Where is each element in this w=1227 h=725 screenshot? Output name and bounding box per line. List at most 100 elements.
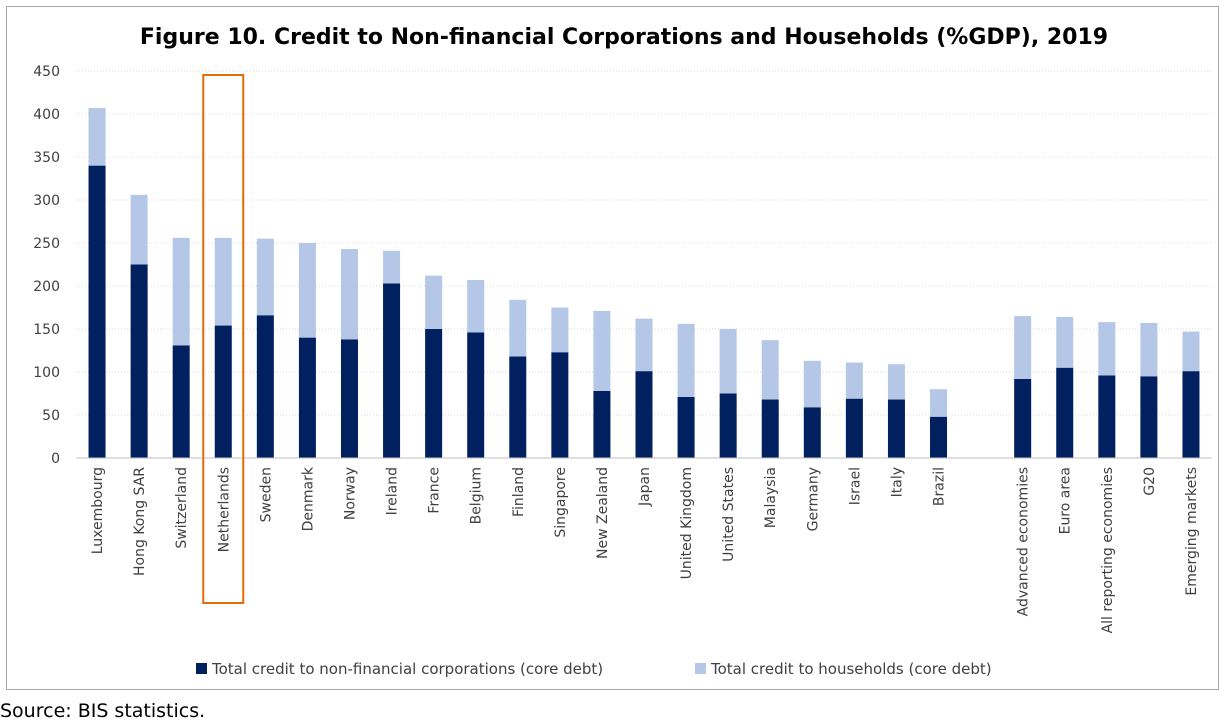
- bar-households: [1182, 331, 1200, 372]
- x-axis-categories: Luxembourg Hong Kong SAR Switzerland Nether…: [90, 466, 1200, 633]
- x-category-label: Finland: [511, 467, 527, 517]
- bar-households: [1098, 322, 1116, 376]
- bar-households: [677, 323, 695, 397]
- y-tick-label: 450: [33, 64, 60, 80]
- x-category-label: Hong Kong SAR: [132, 467, 148, 576]
- y-tick-label: 50: [42, 408, 60, 424]
- x-category-label: Brazil: [932, 467, 948, 506]
- legend-swatch-corporations: [196, 663, 207, 674]
- bar-corporations: [677, 396, 695, 458]
- x-category-label: New Zealand: [595, 467, 611, 559]
- bar-corporations: [214, 325, 232, 458]
- bar-corporations: [845, 398, 863, 458]
- legend: Total credit to non-financial corporatio…: [196, 660, 992, 678]
- x-category-label: France: [427, 467, 443, 514]
- bar-households: [930, 389, 948, 417]
- bar-households: [467, 279, 485, 333]
- bar-households: [509, 299, 527, 357]
- bar-corporations: [467, 332, 485, 458]
- bar-corporations: [551, 352, 569, 458]
- bar-corporations: [298, 337, 316, 458]
- bar-households: [383, 250, 401, 284]
- x-category-label: Japan: [637, 467, 653, 507]
- bar-corporations: [761, 399, 779, 458]
- bar-households: [425, 275, 443, 329]
- x-category-label: G20: [1142, 467, 1158, 496]
- x-category-label: Emerging markets: [1184, 467, 1200, 596]
- x-category-label: Singapore: [553, 467, 569, 538]
- x-category-label: Switzerland: [174, 467, 190, 549]
- bar-corporations: [1056, 367, 1074, 458]
- bar-corporations: [930, 416, 948, 458]
- y-tick-label: 100: [33, 365, 60, 381]
- bar-households: [1056, 316, 1074, 368]
- bar-households: [635, 318, 653, 372]
- netherlands-highlight-box: [202, 74, 245, 604]
- bar-corporations: [340, 339, 358, 458]
- bar-households: [256, 238, 274, 316]
- x-category-label: Advanced economies: [1016, 467, 1032, 616]
- x-category-label: Malaysia: [763, 467, 779, 528]
- x-category-label: Sweden: [258, 467, 274, 522]
- x-category-label: Netherlands: [216, 467, 232, 552]
- x-category-label: Germany: [805, 467, 821, 531]
- x-category-label: Euro area: [1058, 467, 1074, 534]
- bar-corporations: [172, 345, 190, 458]
- bar-households: [593, 310, 611, 391]
- bar-corporations: [383, 283, 401, 458]
- bar-corporations: [635, 371, 653, 458]
- bar-households: [172, 237, 190, 346]
- bar-corporations: [1140, 376, 1158, 458]
- bar-households: [214, 237, 232, 326]
- bar-households: [719, 329, 737, 394]
- x-category-label: Ireland: [385, 467, 401, 515]
- y-tick-label: 150: [33, 322, 60, 338]
- bar-corporations: [1182, 371, 1200, 458]
- bar-households: [1014, 316, 1032, 379]
- bar-corporations: [256, 315, 274, 458]
- bar-corporations: [130, 264, 148, 458]
- bar-households: [130, 194, 148, 265]
- bar-corporations: [509, 356, 527, 458]
- bar-corporations: [425, 329, 443, 458]
- bar-households: [298, 243, 316, 338]
- chart-title: Figure 10. Credit to Non-financial Corpo…: [140, 25, 1108, 50]
- bar-corporations: [887, 399, 905, 458]
- bar-corporations: [719, 393, 737, 458]
- bar-households: [845, 362, 863, 399]
- bar-households: [340, 249, 358, 340]
- y-tick-label: 350: [33, 150, 60, 166]
- y-tick-label: 250: [33, 236, 60, 252]
- legend-label-households: Total credit to households (core debt): [710, 660, 992, 678]
- y-tick-label: 300: [33, 193, 60, 209]
- bar-corporations: [1014, 378, 1032, 458]
- bar-households: [551, 307, 569, 353]
- bars: [88, 107, 1200, 458]
- bar-corporations: [803, 407, 821, 458]
- x-category-label: Luxembourg: [90, 467, 106, 554]
- bar-corporations: [593, 390, 611, 458]
- bar-households: [1140, 322, 1158, 377]
- x-category-label: Italy: [889, 467, 905, 497]
- y-tick-label: 0: [51, 451, 60, 467]
- source-note: Source: BIS statistics.: [0, 700, 206, 722]
- x-category-label: All reporting economies: [1100, 467, 1116, 633]
- y-tick-label: 400: [33, 107, 60, 123]
- bar-corporations: [88, 165, 106, 458]
- bar-households: [887, 364, 905, 400]
- y-axis-ticks: 0 50 100 150 200 250 300 350 400 450: [33, 64, 60, 467]
- legend-label-corporations: Total credit to non-financial corporatio…: [211, 660, 603, 678]
- x-category-label: United Kingdom: [679, 467, 695, 579]
- bar-households: [761, 340, 779, 400]
- y-tick-label: 200: [33, 279, 60, 295]
- bar-corporations: [1098, 375, 1116, 458]
- x-category-label: Norway: [342, 467, 358, 520]
- bar-households: [803, 360, 821, 408]
- x-category-label: Belgium: [469, 467, 485, 524]
- bar-households: [88, 107, 106, 166]
- x-category-label: Israel: [847, 467, 863, 505]
- x-category-label: United States: [721, 467, 737, 562]
- x-category-label: Denmark: [300, 466, 316, 531]
- chart-frame: [6, 6, 1219, 690]
